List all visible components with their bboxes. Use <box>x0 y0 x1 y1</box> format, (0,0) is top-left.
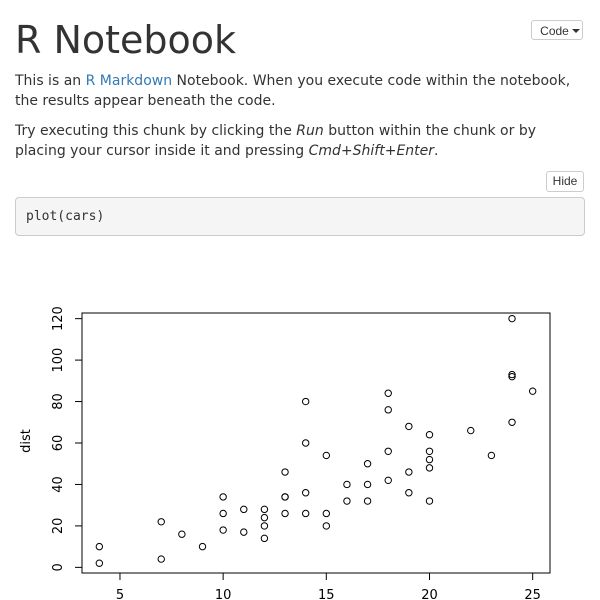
x-tick-label: 20 <box>421 588 438 600</box>
data-point <box>425 431 434 439</box>
run-word: Run <box>296 123 324 139</box>
data-point <box>363 480 372 489</box>
instruction-paragraph: Try executing this chunk by clicking the… <box>15 121 585 161</box>
hide-code-button[interactable]: Hide <box>546 171 584 192</box>
y-tick-label: 100 <box>51 348 66 373</box>
page-title: R Notebook <box>15 18 237 62</box>
data-point <box>487 451 496 460</box>
data-point <box>157 518 165 526</box>
keyboard-shortcut: Cmd+Shift+Enter <box>308 143 435 159</box>
data-point <box>198 542 207 551</box>
data-point <box>281 509 289 518</box>
data-point <box>508 418 516 426</box>
intro-text-start: This is an <box>15 73 86 89</box>
data-point <box>157 555 165 563</box>
data-point <box>508 370 516 379</box>
code-chunk[interactable]: plot(cars) <box>15 197 585 236</box>
y-tick-label: 120 <box>51 306 66 331</box>
data-point <box>363 497 372 505</box>
data-point <box>322 451 331 460</box>
y-tick-label: 0 <box>51 563 66 571</box>
data-point <box>384 476 392 485</box>
data-point <box>95 542 104 551</box>
x-tick-label: 25 <box>524 588 541 600</box>
instruction-text-middle: button within the chunk or by placing yo… <box>15 123 537 159</box>
data-point <box>363 460 372 468</box>
data-points <box>95 314 537 567</box>
y-axis: 0 20 40 60 80 100 120 <box>51 306 83 572</box>
data-point <box>425 497 434 505</box>
data-point <box>219 493 227 501</box>
r-markdown-link[interactable]: R Markdown <box>85 73 173 89</box>
data-point <box>322 522 331 530</box>
data-point <box>405 489 413 497</box>
data-point <box>281 468 289 476</box>
data-point <box>301 397 310 406</box>
intro-text-end: Notebook. When you execute code within t… <box>15 73 571 109</box>
scatter-plot: 5 10 15 20 25 0 20 40 60 80 100 120 dist <box>19 306 551 600</box>
data-point <box>260 534 269 543</box>
data-point <box>322 509 331 518</box>
y-tick-label: 60 <box>51 435 66 452</box>
data-point <box>260 513 269 522</box>
data-point <box>405 422 413 431</box>
instruction-text-start: Try executing this chunk by clicking the <box>15 123 297 139</box>
code-button-label: Code <box>540 24 569 38</box>
data-point <box>219 509 227 518</box>
data-point <box>240 528 248 536</box>
data-point <box>425 447 434 455</box>
data-point <box>343 480 351 489</box>
data-point <box>425 455 434 464</box>
data-point <box>260 522 269 530</box>
data-point <box>301 439 310 447</box>
data-point <box>301 509 310 518</box>
data-point <box>508 372 516 381</box>
x-tick-label: 10 <box>215 588 232 600</box>
y-tick-label: 20 <box>51 518 66 535</box>
data-point <box>178 530 186 538</box>
data-point <box>281 493 289 501</box>
data-point <box>384 447 392 455</box>
y-tick-label: 40 <box>51 476 66 493</box>
data-point <box>240 505 248 514</box>
data-point <box>219 526 227 534</box>
data-point <box>528 387 537 395</box>
caret-down-icon <box>571 29 580 33</box>
data-point <box>508 314 516 323</box>
x-tick-label: 5 <box>116 588 124 600</box>
data-point <box>95 559 104 567</box>
y-axis-label: dist <box>19 429 34 453</box>
code-text: plot(cars) <box>26 209 105 224</box>
plot-frame <box>81 312 551 574</box>
intro-paragraph: This is an R Markdown Notebook. When you… <box>15 71 585 111</box>
x-tick-label: 15 <box>318 588 335 600</box>
data-point <box>384 389 392 397</box>
code-dropdown-button[interactable]: Code <box>531 20 583 40</box>
data-point <box>405 468 413 476</box>
data-point <box>301 489 310 497</box>
y-tick-label: 80 <box>51 393 66 410</box>
data-point <box>260 505 269 514</box>
x-axis: 5 10 15 20 25 <box>116 572 541 600</box>
instruction-text-end: . <box>434 143 439 159</box>
data-point <box>343 497 351 505</box>
data-point <box>425 464 434 472</box>
data-point <box>467 426 475 435</box>
data-point <box>384 406 392 414</box>
